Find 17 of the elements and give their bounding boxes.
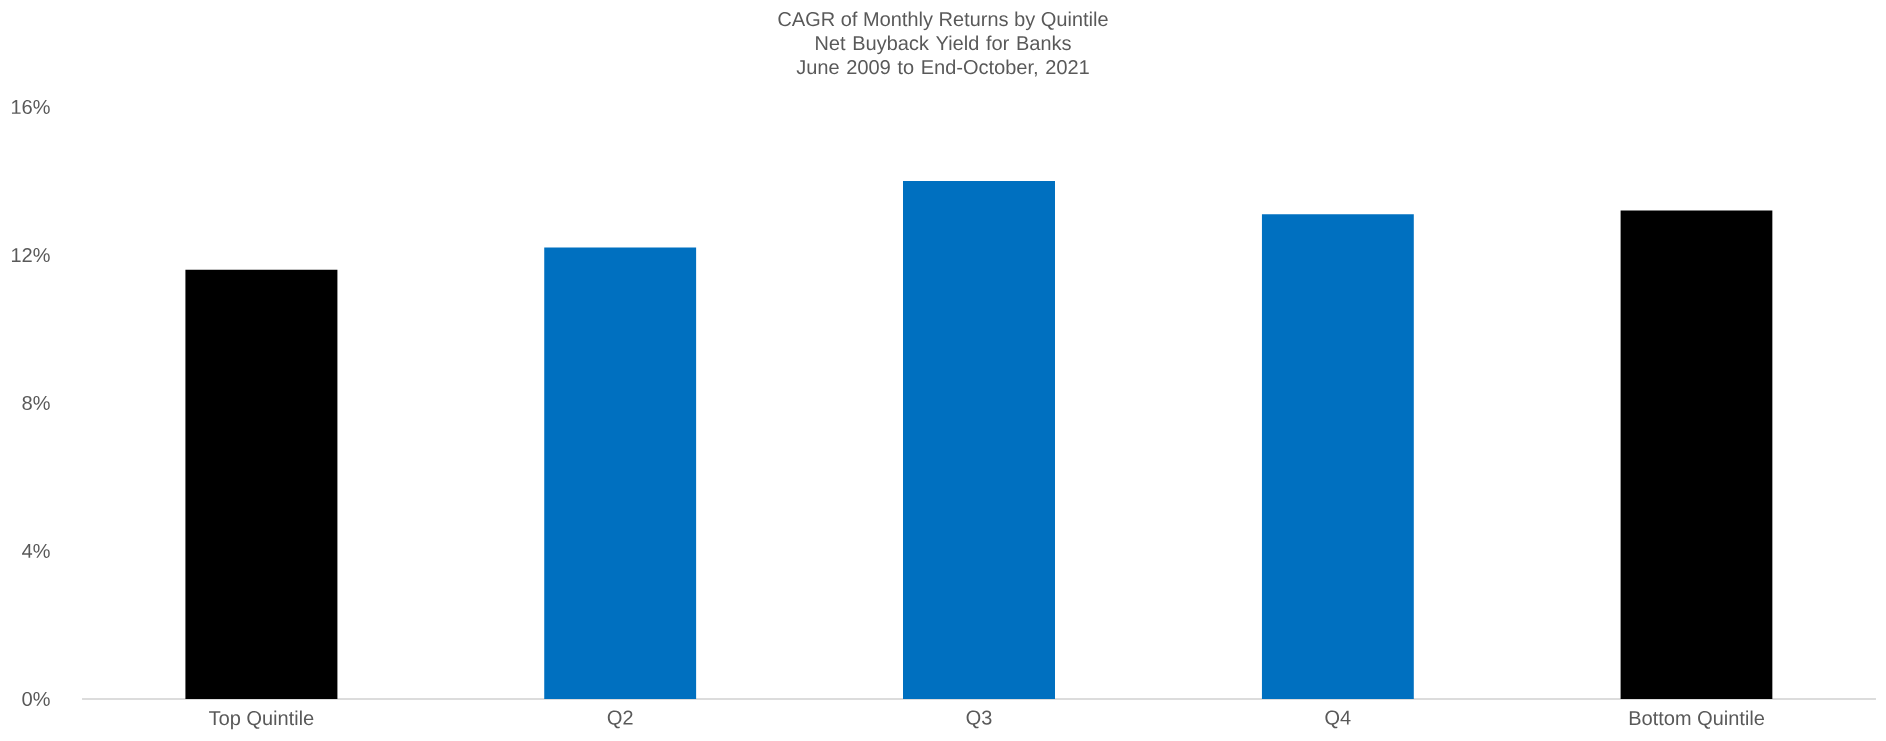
bar bbox=[544, 247, 697, 699]
y-tick-label: 0% bbox=[22, 691, 50, 707]
x-tick-label: Bottom Quintile bbox=[1629, 710, 1765, 729]
y-tick-label: 4% bbox=[22, 543, 50, 558]
y-tick-label: 12% bbox=[11, 247, 50, 263]
y-tick-label: 16% bbox=[11, 99, 50, 115]
y-tick-label: 8% bbox=[22, 395, 50, 411]
x-tick-label: Q2 bbox=[607, 710, 633, 729]
bar bbox=[185, 269, 338, 699]
x-tick-label: Q3 bbox=[966, 710, 992, 729]
bar bbox=[1261, 214, 1414, 699]
chart-subtitle: Net Buyback Yield for Banks June 2009 to End-October, 2021 bbox=[796, 35, 1089, 77]
bar bbox=[903, 180, 1055, 699]
bar bbox=[1620, 210, 1773, 699]
x-tick-label: Top Quintile bbox=[209, 710, 314, 730]
x-tick-label: Q4 bbox=[1325, 710, 1351, 729]
chart-title: CAGR of Monthly Returns by Quintile bbox=[778, 11, 1108, 31]
